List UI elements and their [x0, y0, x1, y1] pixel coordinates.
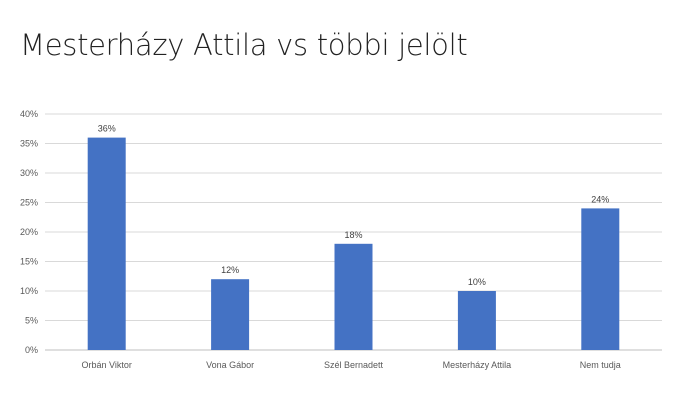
y-tick-label: 35% [20, 139, 38, 149]
x-category-label: Szél Bernadett [324, 360, 384, 370]
y-tick-label: 30% [20, 168, 38, 178]
data-label: 18% [344, 230, 362, 240]
y-tick-label: 25% [20, 198, 38, 208]
x-category-label: Nem tudja [580, 360, 621, 370]
y-tick-label: 40% [20, 109, 38, 119]
x-category-label: Vona Gábor [206, 360, 254, 370]
data-label: 36% [98, 124, 116, 134]
x-category-label: Orbán Viktor [82, 360, 132, 370]
bar [211, 279, 250, 350]
y-tick-label: 5% [25, 316, 38, 326]
y-tick-label: 15% [20, 257, 38, 267]
bar [581, 208, 620, 350]
bar [87, 137, 126, 350]
data-label: 24% [591, 194, 609, 204]
y-tick-label: 20% [20, 227, 38, 237]
x-category-label: Mesterházy Attila [443, 360, 512, 370]
chart-title: Mesterházy Attila vs többi jelölt [20, 28, 468, 62]
bar [457, 291, 496, 350]
data-label: 10% [468, 277, 486, 287]
y-tick-label: 0% [25, 345, 38, 355]
bar [334, 243, 373, 350]
y-tick-label: 10% [20, 286, 38, 296]
data-label: 12% [221, 265, 239, 275]
